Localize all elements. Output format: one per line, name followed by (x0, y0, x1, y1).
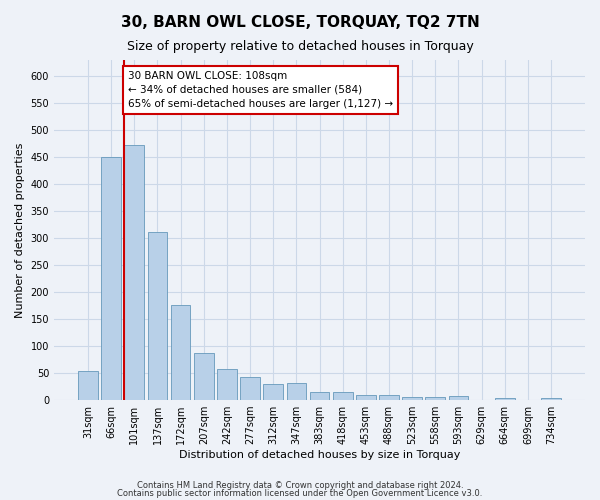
Bar (310, 392, 329, 400)
Bar (148, 232, 167, 400)
Bar (101, 157, 121, 400)
Bar (379, 394, 399, 400)
Text: Size of property relative to detached houses in Torquay: Size of property relative to detached ho… (127, 40, 473, 53)
Bar (194, 352, 214, 400)
Bar (240, 378, 260, 400)
Bar (333, 392, 353, 400)
Bar (541, 398, 561, 400)
Bar (495, 398, 515, 400)
Text: 30 BARN OWL CLOSE: 108sqm
← 34% of detached houses are smaller (584)
65% of semi: 30 BARN OWL CLOSE: 108sqm ← 34% of detac… (128, 71, 393, 109)
Bar (78, 371, 98, 400)
Bar (171, 305, 190, 400)
Text: Contains public sector information licensed under the Open Government Licence v3: Contains public sector information licen… (118, 489, 482, 498)
Bar (402, 397, 422, 400)
Text: Contains HM Land Registry data © Crown copyright and database right 2024.: Contains HM Land Registry data © Crown c… (137, 480, 463, 490)
X-axis label: Distribution of detached houses by size in Torquay: Distribution of detached houses by size … (179, 450, 460, 460)
Bar (287, 384, 306, 400)
Y-axis label: Number of detached properties: Number of detached properties (15, 142, 25, 318)
Bar (356, 394, 376, 400)
Bar (263, 384, 283, 400)
Bar (425, 397, 445, 400)
Text: 30, BARN OWL CLOSE, TORQUAY, TQ2 7TN: 30, BARN OWL CLOSE, TORQUAY, TQ2 7TN (121, 15, 479, 30)
Bar (217, 369, 237, 400)
Bar (449, 396, 468, 400)
Bar (124, 146, 144, 400)
